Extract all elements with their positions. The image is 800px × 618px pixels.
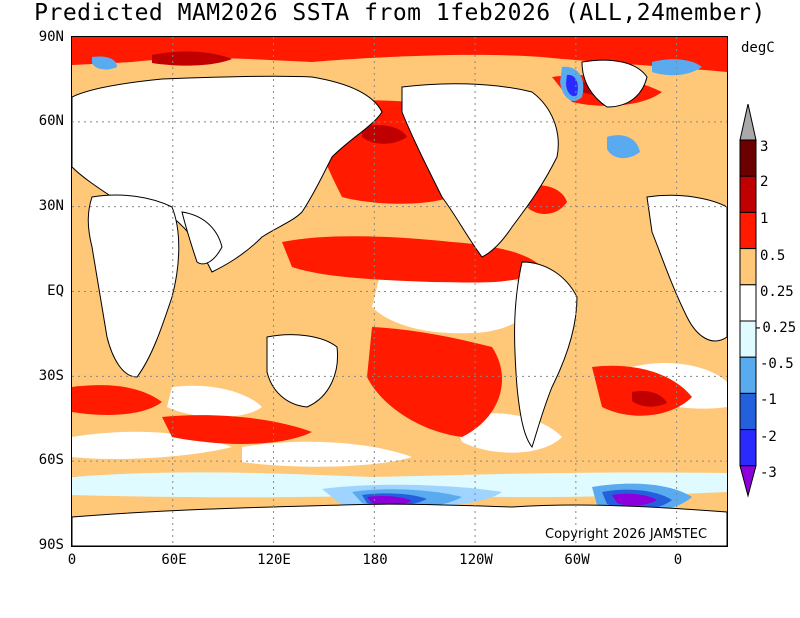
greenland bbox=[581, 59, 648, 108]
colorbar-segment bbox=[739, 139, 757, 177]
y-tick-label-30s: 30S bbox=[38, 368, 64, 384]
colorbar-segment bbox=[739, 248, 757, 286]
colorbar-segment bbox=[739, 175, 757, 213]
colorbar-label-m2: -2 bbox=[760, 429, 777, 445]
north-america bbox=[401, 83, 559, 258]
australia bbox=[266, 334, 339, 408]
y-tick-label-90n: 90N bbox=[38, 29, 64, 45]
colorbar-label-3: 3 bbox=[760, 139, 769, 155]
map-frame bbox=[71, 36, 728, 547]
colorbar-segment bbox=[739, 211, 757, 250]
colorbar-bottom-triangle bbox=[739, 465, 757, 498]
antarctica bbox=[72, 503, 727, 546]
colorbar-segment bbox=[739, 356, 757, 394]
x-tick-label-180: 180 bbox=[362, 552, 388, 568]
colorbar-label-0p25: 0.25 bbox=[760, 284, 794, 300]
x-tick-label-120w: 120W bbox=[459, 552, 493, 568]
colorbar bbox=[739, 104, 757, 498]
colorbar-label-m1: -1 bbox=[760, 392, 777, 408]
colorbar-label-m0p25: -0.25 bbox=[754, 320, 797, 336]
arabia-india bbox=[181, 211, 223, 265]
colorbar-segment bbox=[739, 284, 757, 322]
west-africa-rhs bbox=[646, 194, 727, 342]
colorbar-segment bbox=[739, 392, 757, 431]
colorbar-top-triangle bbox=[739, 104, 757, 141]
colorbar-segment bbox=[739, 429, 757, 467]
copyright-notice: Copyright 2026 JAMSTEC bbox=[545, 527, 708, 542]
colorbar-label-1: 1 bbox=[760, 211, 769, 227]
y-tick-label-60s: 60S bbox=[38, 452, 64, 468]
x-tick-label-60e: 60E bbox=[161, 552, 187, 568]
y-tick-label-60n: 60N bbox=[38, 113, 64, 129]
x-tick-label-0: 0 bbox=[67, 552, 77, 568]
map-title: Predicted MAM2026 SSTA from 1feb2026 (AL… bbox=[34, 0, 766, 26]
colorbar-label-2: 2 bbox=[760, 174, 769, 190]
colorbar-label-m0p5: -0.5 bbox=[760, 356, 794, 372]
land-masses bbox=[72, 59, 727, 546]
x-tick-label-60w: 60W bbox=[564, 552, 590, 568]
south-america bbox=[514, 261, 578, 449]
y-tick-label-eq: EQ bbox=[47, 283, 64, 299]
y-tick-label-30n: 30N bbox=[38, 198, 64, 214]
colorbar-label-m3: -3 bbox=[760, 465, 777, 481]
colorbar-label-0p5: 0.5 bbox=[760, 248, 786, 264]
sst-anomaly-map bbox=[72, 37, 727, 546]
x-tick-label-0-right: 0 bbox=[673, 552, 683, 568]
map-gridlines bbox=[72, 37, 727, 546]
africa bbox=[87, 194, 180, 378]
y-tick-label-90s: 90S bbox=[38, 537, 64, 553]
x-tick-label-120e: 120E bbox=[257, 552, 291, 568]
units-label: degC bbox=[741, 40, 775, 56]
